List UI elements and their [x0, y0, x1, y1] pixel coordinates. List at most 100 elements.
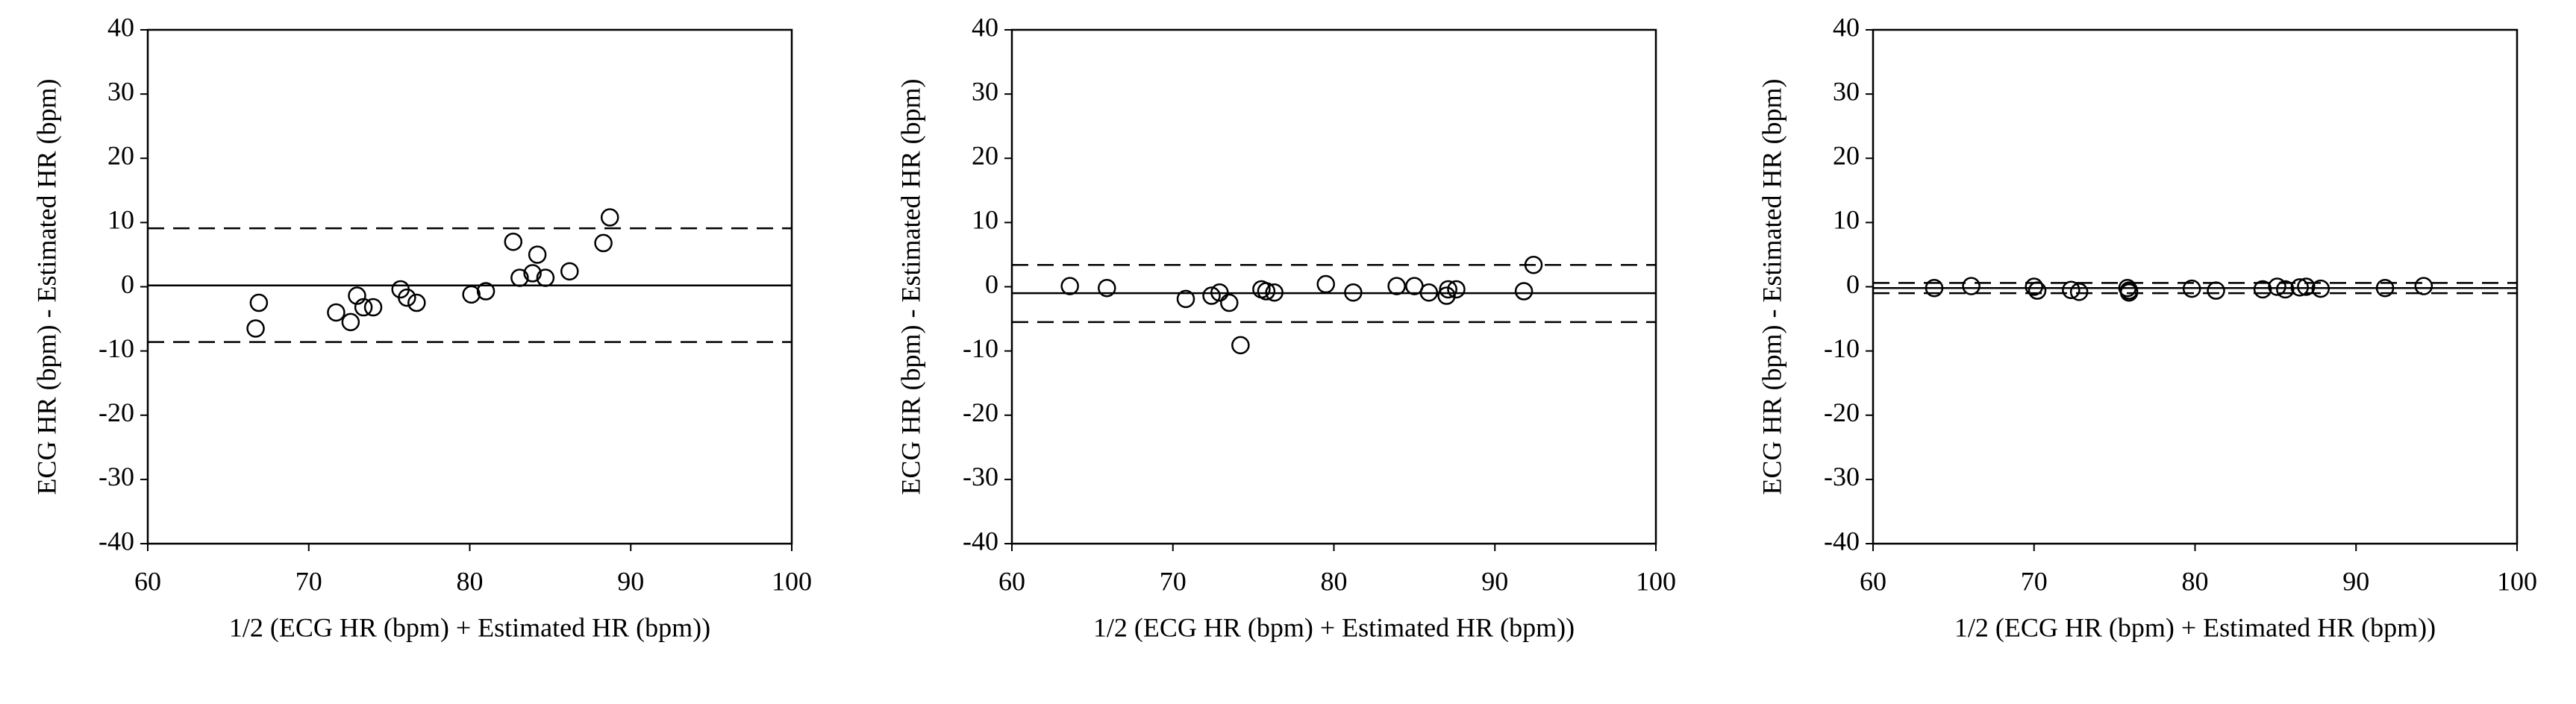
data-point: [504, 232, 523, 251]
y-tick-label: -10: [963, 333, 998, 363]
data-point: [407, 293, 426, 312]
plot-frame: [1872, 28, 2519, 545]
x-tick-label: 100: [1636, 566, 1676, 596]
data-point: [246, 319, 265, 338]
y-tick-label: 40: [1833, 12, 1860, 42]
x-axis-label: 1/2 (ECG HR (bpm) + Estimated HR (bpm)): [1093, 612, 1575, 642]
y-tick-label: -30: [99, 462, 134, 491]
y-tick-label: -20: [963, 397, 998, 427]
x-tick-label: 100: [772, 566, 812, 596]
y-tick-label: 10: [107, 205, 134, 235]
x-tick-label: 100: [2497, 566, 2537, 596]
data-point: [1344, 283, 1363, 302]
y-axis-label: ECG HR (bpm) - Estimated HR (bpm): [895, 79, 925, 495]
y-tick-label: -10: [99, 333, 134, 363]
x-tick-label: 90: [1481, 566, 1508, 596]
y-tick-label: -20: [99, 397, 134, 427]
y-tick-label: 0: [121, 269, 134, 299]
y-tick-label: -10: [1824, 333, 1860, 363]
data-point: [398, 288, 416, 307]
data-point: [2069, 283, 2089, 301]
data-point: [1220, 293, 1239, 312]
x-tick-label: 70: [296, 566, 322, 596]
data-point: [1231, 336, 1250, 355]
data-point: [1257, 282, 1276, 301]
data-point: [1524, 255, 1543, 274]
data-point: [1439, 280, 1457, 299]
data-point: [1210, 283, 1229, 302]
data-point: [1265, 283, 1284, 302]
y-tick-label: 20: [972, 141, 998, 171]
y-tick-label: 10: [1833, 205, 1860, 235]
data-point: [1316, 274, 1335, 294]
data-point: [1176, 289, 1195, 309]
data-point: [1925, 278, 1944, 298]
x-tick-label: 80: [457, 566, 484, 596]
data-point: [523, 264, 542, 283]
data-point: [2253, 280, 2272, 299]
data-point: [2276, 280, 2295, 299]
data-point: [2025, 277, 2043, 296]
data-point: [1447, 280, 1466, 299]
data-point: [1437, 286, 1456, 305]
data-point: [327, 303, 346, 322]
data-point: [348, 286, 366, 305]
y-tick-label: 0: [985, 269, 998, 299]
x-tick-label: 80: [1321, 566, 1348, 596]
data-point: [363, 298, 383, 317]
data-point: [2207, 281, 2225, 300]
x-tick-label: 60: [1860, 566, 1886, 596]
y-axis-label: ECG HR (bpm) - Estimated HR (bpm): [31, 79, 61, 495]
y-tick-label: -40: [1824, 526, 1860, 556]
data-point: [510, 268, 529, 287]
x-tick-label: 80: [2182, 566, 2209, 596]
data-point: [1060, 277, 1079, 295]
data-point: [462, 285, 481, 304]
data-point: [1419, 283, 1439, 302]
y-tick-label: -40: [963, 526, 998, 556]
data-point: [2414, 277, 2433, 295]
x-tick-label: 90: [2342, 566, 2369, 596]
y-tick-label: 30: [107, 76, 134, 106]
x-axis-label: 1/2 (ECG HR (bpm) + Estimated HR (bpm)): [229, 612, 710, 642]
y-tick-label: -30: [963, 462, 998, 491]
y-tick-label: 30: [972, 76, 998, 106]
data-point: [536, 268, 555, 287]
data-point: [2119, 283, 2139, 302]
y-tick-label: 40: [107, 12, 134, 42]
x-axis-label: 1/2 (ECG HR (bpm) + Estimated HR (bpm)): [1954, 612, 2436, 642]
data-point: [1962, 277, 1981, 295]
y-tick-label: 0: [1846, 269, 1860, 299]
data-point: [600, 208, 619, 227]
data-point: [1202, 286, 1221, 305]
data-point: [354, 298, 373, 317]
x-tick-label: 60: [998, 566, 1025, 596]
data-point: [594, 233, 613, 253]
data-point: [2028, 281, 2047, 300]
y-tick-label: -30: [1824, 462, 1860, 491]
data-point: [249, 293, 269, 312]
data-point: [341, 312, 360, 332]
y-tick-label: 40: [972, 12, 998, 42]
x-tick-label: 90: [617, 566, 644, 596]
data-point: [2290, 278, 2309, 297]
y-tick-label: 20: [107, 141, 134, 171]
y-tick-label: -40: [99, 526, 134, 556]
data-point: [528, 245, 547, 264]
data-point: [476, 282, 495, 301]
data-point: [2311, 279, 2330, 298]
data-point: [1098, 278, 1116, 298]
data-point: [2297, 277, 2316, 296]
y-tick-label: 30: [1833, 76, 1860, 106]
y-tick-label: 10: [972, 205, 998, 235]
x-tick-label: 70: [2021, 566, 2048, 596]
y-tick-label: -20: [1824, 397, 1860, 427]
data-point: [2182, 279, 2201, 298]
y-axis-label: ECG HR (bpm) - Estimated HR (bpm): [1757, 79, 1786, 495]
data-point: [2062, 280, 2081, 300]
x-tick-label: 70: [1160, 566, 1187, 596]
data-point: [1387, 277, 1406, 295]
x-tick-label: 60: [134, 566, 161, 596]
data-point: [560, 262, 579, 281]
